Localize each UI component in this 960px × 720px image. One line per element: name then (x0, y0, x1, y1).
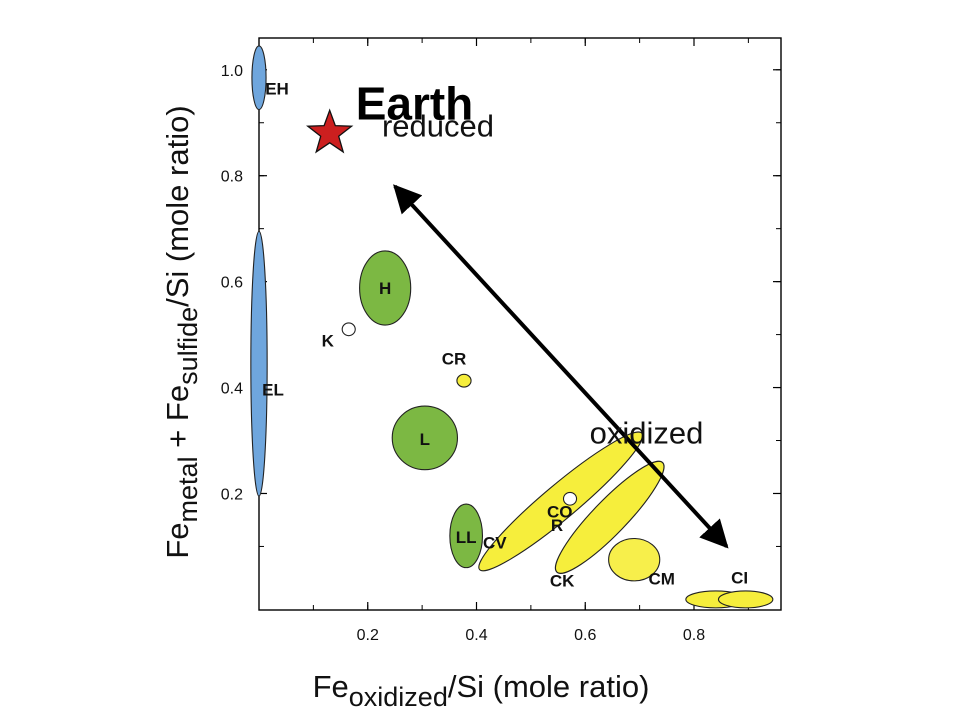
y-tick-label-0-4: 0.4 (221, 381, 243, 398)
group-r (562, 491, 578, 506)
group-label-cm: CM (649, 569, 675, 588)
y-axis-title-fe2: + Fe (160, 385, 195, 457)
group-label-l: L (420, 430, 430, 449)
y-axis-title-metal: metal (173, 456, 203, 522)
y-axis-title-sulfide: sulfide (173, 307, 203, 385)
y-tick-label-1-0: 1.0 (221, 63, 243, 80)
group-cr (456, 373, 472, 388)
group-label-h: H (379, 279, 391, 298)
y-tick-label-0-2: 0.2 (221, 486, 243, 503)
x-tick-label-0-6: 0.6 (574, 627, 596, 644)
group-label-k: K (322, 331, 335, 350)
x-axis-title-fe: Fe (313, 669, 349, 704)
oxidized-label: oxidized (590, 415, 704, 450)
y-tick-label-0-8: 0.8 (221, 169, 243, 186)
x-tick-label-0-4: 0.4 (465, 627, 487, 644)
redox-arrow (393, 184, 729, 549)
group-label-el: EL (262, 381, 284, 400)
group-label-ck: CK (550, 572, 575, 591)
group-label-eh: EH (265, 80, 289, 99)
x-axis-title-sub: oxidized (349, 682, 448, 712)
group-label-cv: CV (483, 533, 507, 552)
x-tick-label-0-2: 0.2 (357, 627, 379, 644)
earth-star-marker (305, 108, 354, 154)
y-axis-title: Femetal + Fesulfide/Si (mole ratio) (160, 105, 203, 558)
svg-text:Feoxidized/Si (mole ratio): Feoxidized/Si (mole ratio) (313, 669, 650, 712)
earth-label: Earth (356, 77, 474, 129)
group-label-r: R (551, 516, 563, 535)
group-el (250, 230, 268, 497)
x-axis-title: Feoxidized/Si (mole ratio) (313, 669, 650, 712)
x-axis-title-tail: /Si (mole ratio) (448, 669, 650, 704)
group-k (341, 322, 356, 337)
y-axis-title-fe1: Fe (160, 522, 195, 558)
reduced-label: reduced (382, 108, 494, 143)
x-tick-label-0-8: 0.8 (683, 627, 705, 644)
svg-text:Femetal + Fesulfide/Si (mole: Femetal + Fesulfide/Si (mole ratio) (160, 105, 203, 558)
group-label-cr: CR (442, 350, 467, 369)
group-label-ll: LL (456, 528, 477, 547)
group-label-ci: CI (731, 568, 748, 587)
y-axis-title-tail: /Si (mole ratio) (160, 105, 195, 307)
y-tick-label-0-6: 0.6 (221, 275, 243, 292)
group-eh (251, 45, 267, 111)
group-ci (717, 590, 774, 609)
